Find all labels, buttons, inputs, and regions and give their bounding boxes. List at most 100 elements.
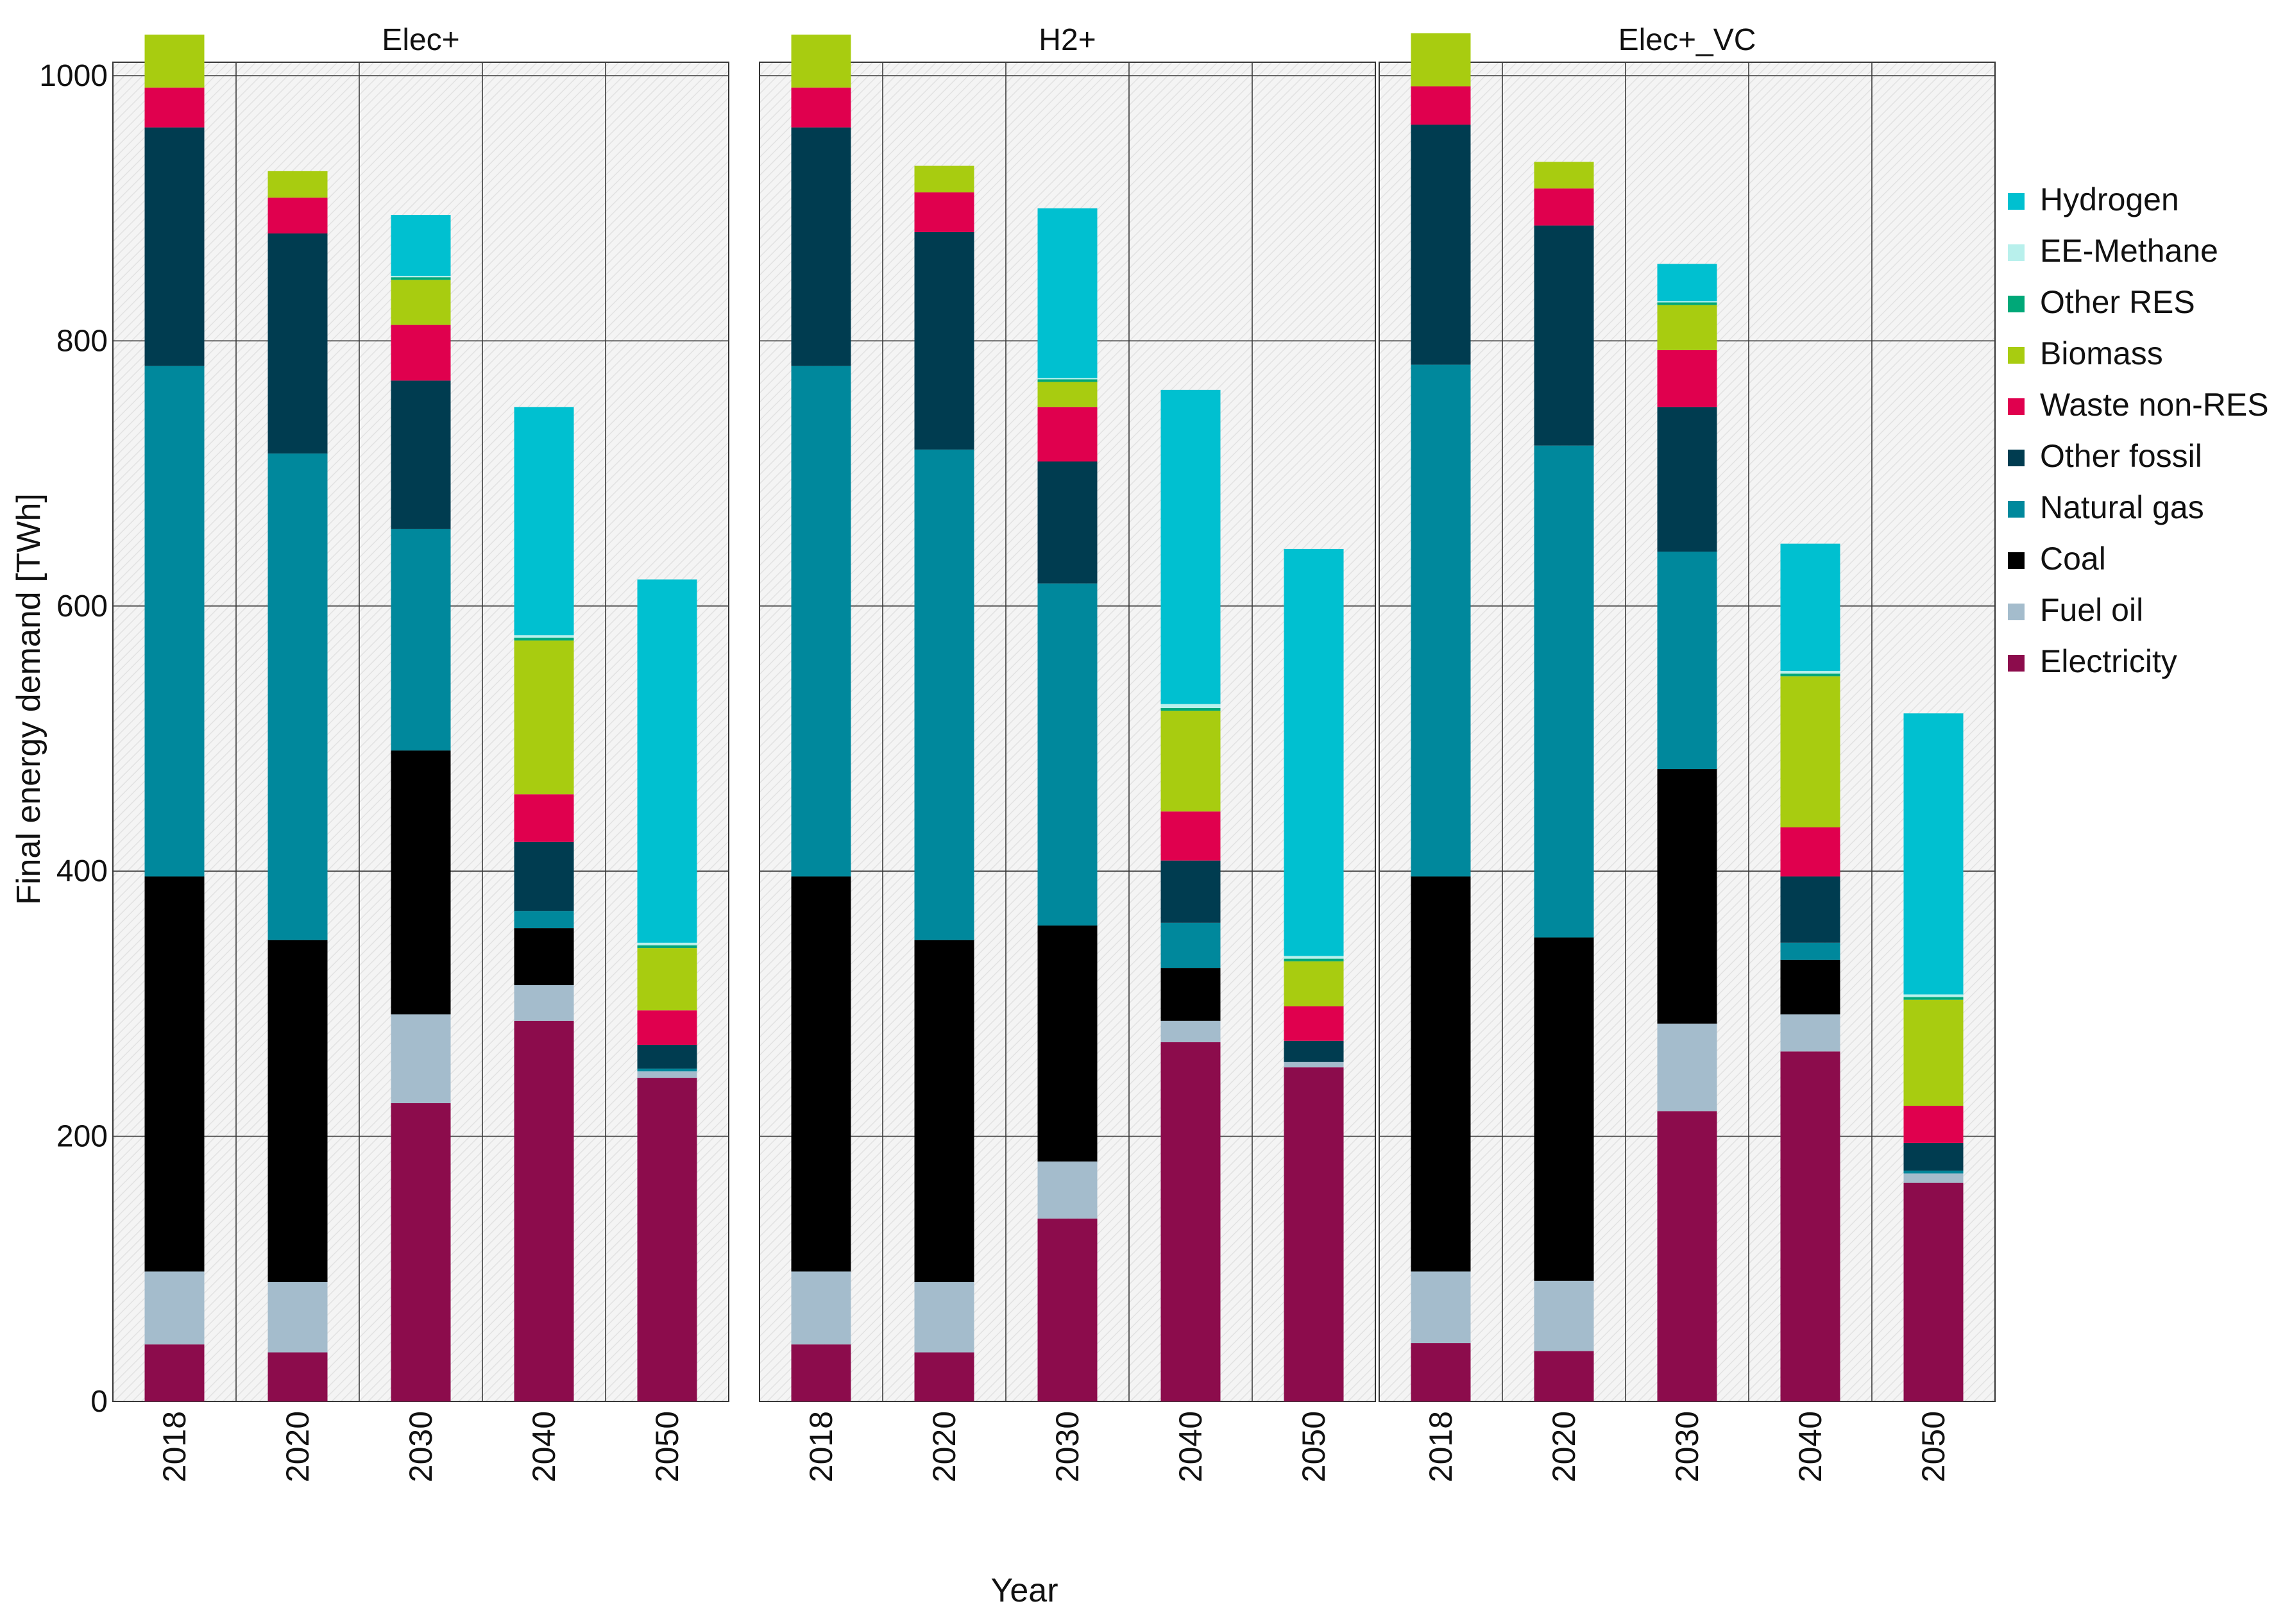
x-axis-title: Year — [990, 1572, 1058, 1609]
bar-segment-ee-methane-2040 — [1160, 704, 1221, 708]
bar-segment-waste-non-res-2040 — [1160, 811, 1221, 861]
bar-segment-waste-non-res-2030 — [1657, 350, 1717, 407]
bar-segment-biomass-2018 — [144, 34, 205, 88]
y-tick-label: 200 — [56, 1120, 108, 1154]
bar-segment-natural-gas-2040 — [514, 911, 574, 929]
panel-elec-vc: Elec+_VC 2018 2020 2030 2040 2050 — [1379, 23, 1996, 1482]
bar-segment-electricity-2050 — [1903, 1182, 1964, 1401]
bar-segment-ee-methane-2030 — [1037, 378, 1098, 380]
bar-segment-coal-2020 — [268, 940, 328, 1282]
legend-item-fuel-oil: Fuel oil — [2008, 592, 2143, 628]
bar-segment-other-fossil-2020 — [1534, 225, 1594, 446]
bar-segment-natural-gas-2020 — [1534, 445, 1594, 938]
legend-label: EE-Methane — [2040, 233, 2218, 269]
bar-segment-biomass-2050 — [1903, 999, 1964, 1106]
bar-segment-electricity-2018 — [1411, 1343, 1471, 1401]
legend-label: Fuel oil — [2040, 592, 2143, 628]
bar-segment-electricity-2020 — [914, 1352, 974, 1401]
bar-segment-other-fossil-2050 — [637, 1044, 697, 1069]
legend-item-hydrogen: Hydrogen — [2008, 182, 2179, 217]
bar-segment-waste-non-res-2050 — [1284, 1006, 1344, 1041]
x-tick-label: 2040 — [1173, 1411, 1209, 1482]
panel-h2: H2+ 2018 2020 2030 2040 2050 — [759, 23, 1376, 1482]
bar-segment-coal-2040 — [1160, 968, 1221, 1021]
bar-segment-other-fossil-2040 — [514, 842, 574, 911]
legend-item-natural-gas: Natural gas — [2008, 489, 2204, 525]
bar-segment-other-fossil-2040 — [1160, 860, 1221, 923]
y-axis-title: Final energy demand [TWh] — [10, 493, 47, 905]
bar-segment-electricity-2018 — [144, 1344, 205, 1401]
bar-segment-other-res-2040 — [1780, 673, 1840, 677]
x-tick-label: 2020 — [280, 1411, 316, 1482]
legend-label: Other fossil — [2040, 438, 2202, 474]
bar-segment-fuel-oil-2050 — [1284, 1062, 1344, 1068]
y-tick-label: 1000 — [39, 59, 108, 93]
x-tick-label: 2040 — [1792, 1411, 1828, 1482]
legend-label: Electricity — [2040, 643, 2177, 679]
bar-segment-other-res-2050 — [1903, 997, 1964, 1000]
legend-label: Coal — [2040, 541, 2106, 577]
bar-segment-hydrogen-2040 — [1780, 543, 1840, 672]
bar-segment-other-fossil-2050 — [1284, 1040, 1344, 1062]
x-tick-label: 2018 — [157, 1411, 192, 1482]
legend-label: Waste non-RES — [2040, 387, 2269, 423]
bar-segment-hydrogen-2050 — [1284, 548, 1344, 956]
legend-item-ee-methane: EE-Methane — [2008, 233, 2218, 269]
bar-segment-waste-non-res-2020 — [914, 192, 974, 232]
legend-swatch — [2008, 655, 2025, 672]
bar-segment-biomass-2018 — [791, 34, 851, 88]
bar-segment-coal-2018 — [1411, 876, 1471, 1272]
bar-segment-waste-non-res-2020 — [1534, 188, 1594, 226]
bar-segment-biomass-2030 — [391, 280, 451, 325]
bar-segment-fuel-oil-2040 — [1160, 1020, 1221, 1042]
panel-title: Elec+ — [382, 23, 459, 57]
bar-segment-biomass-2050 — [1284, 961, 1344, 1007]
y-tick-label: 600 — [56, 589, 108, 623]
bar-segment-waste-non-res-2020 — [268, 198, 328, 233]
bar-segment-natural-gas-2018 — [144, 366, 205, 877]
legend-item-other-res: Other RES — [2008, 284, 2195, 320]
bar-segment-natural-gas-2050 — [1903, 1171, 1964, 1174]
bar-segment-other-fossil-2030 — [391, 380, 451, 529]
bar-segment-natural-gas-2050 — [637, 1069, 697, 1072]
bar-segment-coal-2040 — [514, 928, 574, 985]
bar-segment-natural-gas-2040 — [1780, 942, 1840, 960]
bar-segment-waste-non-res-2018 — [791, 87, 851, 128]
bar-segment-biomass-2018 — [1411, 33, 1471, 87]
bar-segment-natural-gas-2018 — [1411, 364, 1471, 877]
bar-segment-biomass-2030 — [1657, 305, 1717, 350]
bar-segment-fuel-oil-2020 — [914, 1281, 974, 1353]
bar-segment-ee-methane-2030 — [1657, 301, 1717, 303]
bar-segment-other-res-2030 — [1037, 379, 1098, 382]
x-tick-label: 2020 — [1546, 1411, 1582, 1482]
panel-title: Elec+_VC — [1618, 23, 1756, 57]
bar-segment-fuel-oil-2018 — [1411, 1271, 1471, 1344]
y-tick-label: 0 — [90, 1385, 108, 1419]
x-tick-label: 2030 — [1049, 1411, 1085, 1482]
bar-segment-other-fossil-2018 — [1411, 124, 1471, 365]
legend-swatch — [2008, 450, 2025, 466]
legend-item-electricity: Electricity — [2008, 643, 2177, 679]
bar-segment-coal-2018 — [144, 876, 205, 1272]
bar-segment-electricity-2030 — [391, 1103, 451, 1401]
bar-segment-natural-gas-2030 — [391, 529, 451, 751]
bar-segment-electricity-2050 — [1284, 1067, 1344, 1401]
y-tick-label: 800 — [56, 324, 108, 358]
bar-segment-fuel-oil-2020 — [1534, 1280, 1594, 1351]
bar-segment-ee-methane-2040 — [1780, 671, 1840, 674]
bar-segment-natural-gas-2020 — [914, 449, 974, 940]
bar-segment-hydrogen-2040 — [1160, 389, 1221, 704]
panel-elec: Elec+ 2018 2020 2030 2040 2050 0 200 400 600 800 10… — [39, 23, 729, 1482]
legend-swatch — [2008, 604, 2025, 620]
x-tick-label: 2018 — [1423, 1411, 1459, 1482]
bar-segment-waste-non-res-2030 — [1037, 407, 1098, 462]
bar-segment-fuel-oil-2030 — [1657, 1023, 1717, 1112]
legend-label: Natural gas — [2040, 489, 2204, 525]
legend-swatch — [2008, 501, 2025, 518]
bar-segment-natural-gas-2030 — [1037, 583, 1098, 926]
bar-segment-coal-2030 — [391, 750, 451, 1015]
x-tick-label: 2018 — [803, 1411, 839, 1482]
bar-segment-other-fossil-2030 — [1037, 461, 1098, 584]
legend-swatch — [2008, 398, 2025, 415]
